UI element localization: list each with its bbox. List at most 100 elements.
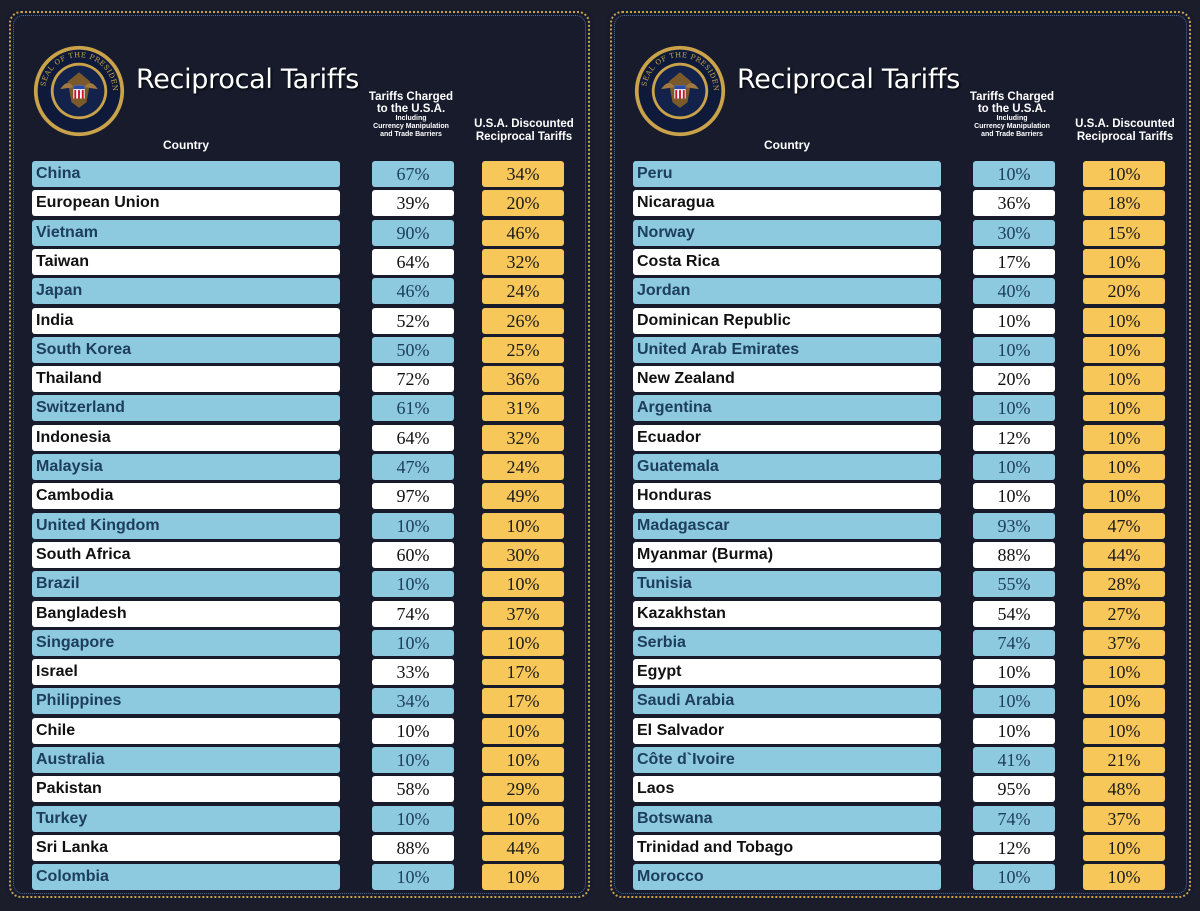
- discounted-tariff-cell: 29%: [482, 776, 564, 803]
- table-row: Botswana 74% 37%: [607, 805, 1194, 832]
- charged-tariff-cell: 10%: [372, 805, 454, 832]
- country-cell: Côte d`Ivoire: [633, 747, 941, 773]
- country-cell: Brazil: [32, 571, 340, 598]
- table-row: South Africa 60% 30%: [6, 541, 593, 568]
- charged-tariff-cell: 10%: [973, 864, 1055, 891]
- charged-tariff-cell: 10%: [973, 659, 1055, 686]
- discounted-tariff-cell: 10%: [482, 805, 564, 832]
- country-cell: Morocco: [633, 864, 941, 891]
- table-row: Jordan 40% 20%: [607, 278, 1194, 305]
- table-row: Bangladesh 74% 37%: [6, 600, 593, 627]
- discounted-tariff-cell: 26%: [482, 307, 564, 334]
- table-row: Chile 10% 10%: [6, 717, 593, 744]
- table-row: Pakistan 58% 29%: [6, 776, 593, 803]
- table-row: Guatemala 10% 10%: [607, 454, 1194, 480]
- country-cell: Taiwan: [32, 248, 340, 275]
- charged-tariff-cell: 61%: [372, 395, 454, 422]
- table-row: Vietnam 90% 46%: [6, 219, 593, 246]
- discounted-tariff-cell: 47%: [1083, 512, 1165, 539]
- discounted-tariff-cell: 10%: [1083, 834, 1165, 861]
- discounted-tariff-cell: 37%: [1083, 805, 1165, 832]
- discounted-header-line2: Reciprocal Tariffs: [475, 131, 573, 143]
- country-cell: Indonesia: [32, 424, 340, 451]
- charged-column-header: Tariffs Charged to the U.S.A. Including …: [963, 91, 1061, 139]
- table-row: Thailand 72% 36%: [6, 366, 593, 393]
- table-row: United Arab Emirates 10% 10%: [607, 336, 1194, 363]
- charged-header-line1: Tariffs Charged: [969, 91, 1055, 103]
- discounted-tariff-cell: 28%: [1083, 571, 1165, 598]
- charged-header-sub1: Including: [996, 115, 1028, 122]
- table-row: Malaysia 47% 24%: [6, 454, 593, 480]
- country-cell: Jordan: [633, 278, 941, 305]
- discounted-tariff-cell: 17%: [482, 688, 564, 715]
- country-cell: Guatemala: [633, 454, 941, 480]
- table-row: India 52% 26%: [6, 307, 593, 334]
- table-row: Madagascar 93% 47%: [607, 512, 1194, 539]
- table-row: Taiwan 64% 32%: [6, 248, 593, 275]
- charged-tariff-cell: 10%: [973, 395, 1055, 422]
- charged-tariff-cell: 74%: [973, 629, 1055, 656]
- charged-header-line2: to the U.S.A.: [977, 103, 1047, 115]
- country-cell: Saudi Arabia: [633, 688, 941, 715]
- country-cell: European Union: [32, 190, 340, 217]
- table-row: Myanmar (Burma) 88% 44%: [607, 541, 1194, 568]
- country-cell: Dominican Republic: [633, 307, 941, 334]
- charged-tariff-cell: 67%: [372, 161, 454, 187]
- charged-tariff-cell: 95%: [973, 776, 1055, 803]
- discounted-tariff-cell: 37%: [1083, 629, 1165, 656]
- discounted-tariff-cell: 10%: [1083, 454, 1165, 480]
- charged-tariff-cell: 88%: [973, 541, 1055, 568]
- discounted-tariff-cell: 49%: [482, 483, 564, 510]
- discounted-tariff-cell: 10%: [482, 571, 564, 598]
- charged-tariff-cell: 55%: [973, 571, 1055, 598]
- discounted-tariff-cell: 10%: [1083, 424, 1165, 451]
- discounted-tariff-cell: 27%: [1083, 600, 1165, 627]
- charged-tariff-cell: 46%: [372, 278, 454, 305]
- country-cell: Nicaragua: [633, 190, 941, 217]
- country-column-header: Country: [163, 138, 209, 152]
- charged-tariff-cell: 17%: [973, 248, 1055, 275]
- country-cell: Laos: [633, 776, 941, 803]
- discounted-tariff-cell: 10%: [482, 629, 564, 656]
- country-cell: Singapore: [32, 629, 340, 656]
- table-row: Saudi Arabia 10% 10%: [607, 688, 1194, 715]
- tariff-panel-right: SEAL OF THE PRESIDENT OF THE UNITED STAT…: [607, 8, 1194, 901]
- table-row: Australia 10% 10%: [6, 747, 593, 773]
- discounted-tariff-cell: 10%: [482, 864, 564, 891]
- charged-tariff-cell: 10%: [973, 483, 1055, 510]
- charged-tariff-cell: 40%: [973, 278, 1055, 305]
- country-cell: Thailand: [32, 366, 340, 393]
- table-row: Norway 30% 15%: [607, 219, 1194, 246]
- table-row: Brazil 10% 10%: [6, 571, 593, 598]
- country-cell: Pakistan: [32, 776, 340, 803]
- charged-tariff-cell: 97%: [372, 483, 454, 510]
- charged-tariff-cell: 10%: [973, 454, 1055, 480]
- charged-tariff-cell: 90%: [372, 219, 454, 246]
- country-cell: Cambodia: [32, 483, 340, 510]
- charged-header-line1: Tariffs Charged: [368, 91, 454, 103]
- table-row: Serbia 74% 37%: [607, 629, 1194, 656]
- country-cell: New Zealand: [633, 366, 941, 393]
- charged-tariff-cell: 20%: [973, 366, 1055, 393]
- discounted-tariff-cell: 18%: [1083, 190, 1165, 217]
- charged-tariff-cell: 64%: [372, 248, 454, 275]
- discounted-tariff-cell: 21%: [1083, 747, 1165, 773]
- discounted-tariff-cell: 34%: [482, 161, 564, 187]
- charged-header-sub3: and Trade Barriers: [981, 131, 1043, 138]
- charged-tariff-cell: 50%: [372, 336, 454, 363]
- table-row: South Korea 50% 25%: [6, 336, 593, 363]
- table-row: Philippines 34% 17%: [6, 688, 593, 715]
- table-row: Kazakhstan 54% 27%: [607, 600, 1194, 627]
- country-cell: Kazakhstan: [633, 600, 941, 627]
- charged-tariff-cell: 10%: [372, 747, 454, 773]
- discounted-tariff-cell: 10%: [1083, 717, 1165, 744]
- country-cell: Ecuador: [633, 424, 941, 451]
- charged-tariff-cell: 47%: [372, 454, 454, 480]
- presidential-seal-icon: SEAL OF THE PRESIDENT OF THE UNITED STAT…: [32, 44, 125, 137]
- country-cell: Botswana: [633, 805, 941, 832]
- discounted-tariff-cell: 30%: [482, 541, 564, 568]
- table-row: Argentina 10% 10%: [607, 395, 1194, 422]
- table-row: Laos 95% 48%: [607, 776, 1194, 803]
- table-row: United Kingdom 10% 10%: [6, 512, 593, 539]
- discounted-tariff-cell: 10%: [1083, 248, 1165, 275]
